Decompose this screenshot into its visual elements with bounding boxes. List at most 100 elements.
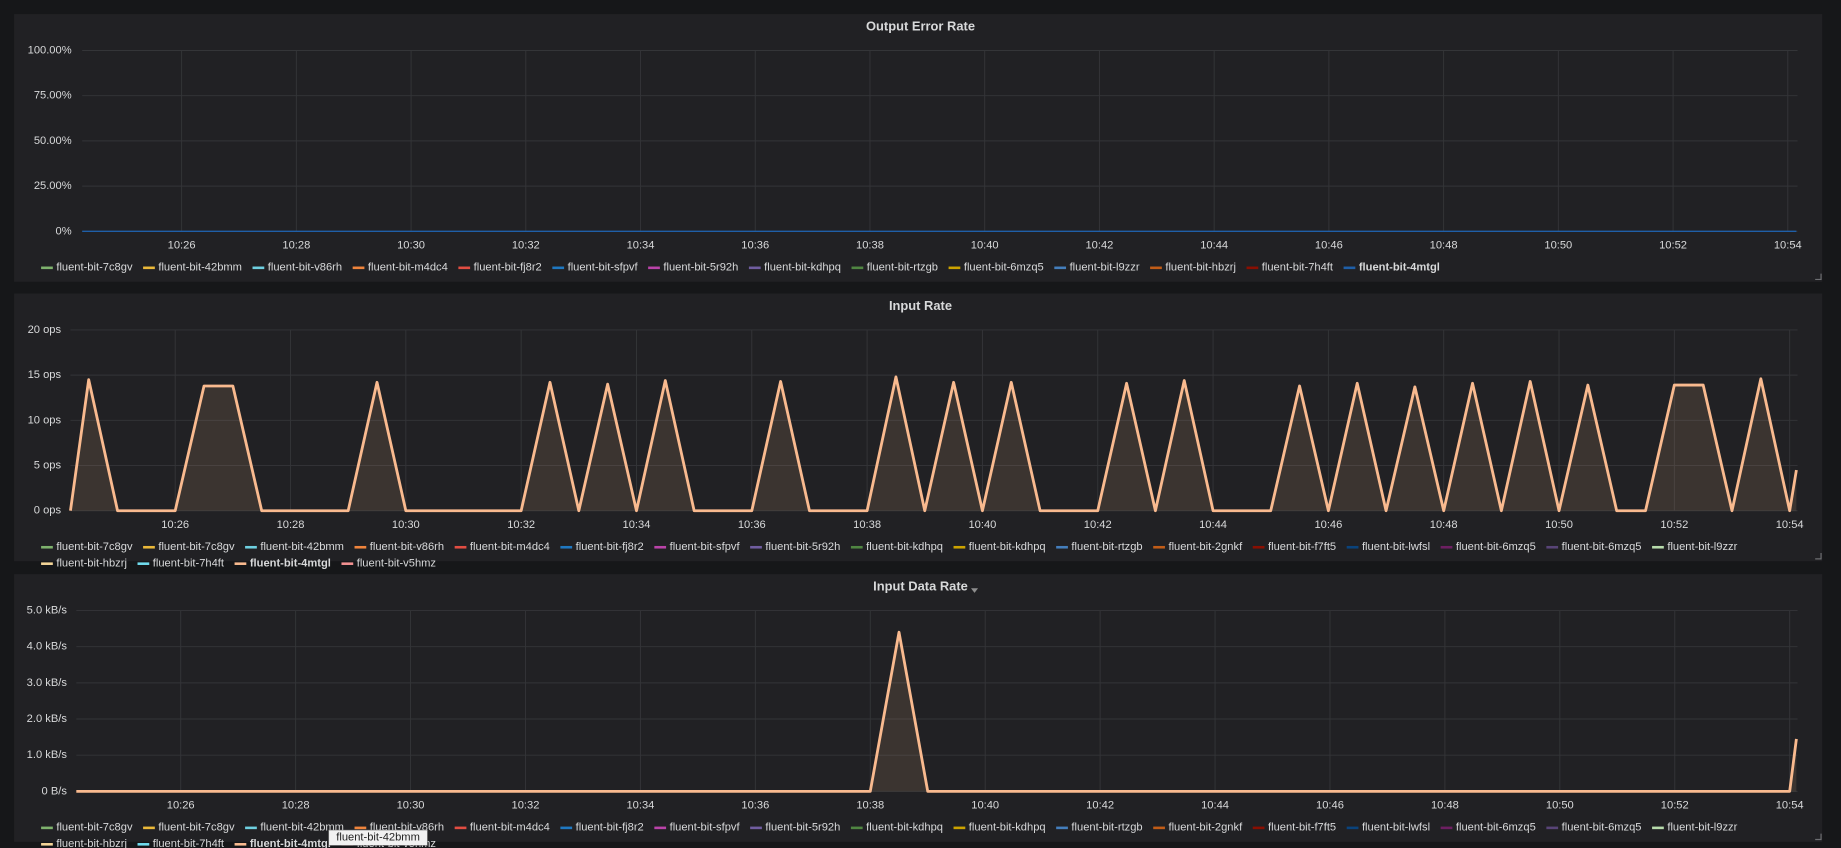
legend-label[interactable]: fluent-bit-v5hmz <box>357 558 437 570</box>
legend-item[interactable]: fluent-bit-hbzrj <box>1150 262 1236 274</box>
legend-label[interactable]: fluent-bit-l9zzr <box>1667 822 1737 834</box>
legend-label[interactable]: fluent-bit-7c8gv <box>56 541 133 553</box>
legend-label[interactable]: fluent-bit-sfpvf <box>670 541 741 553</box>
legend-swatch[interactable] <box>953 826 966 830</box>
legend-item[interactable]: fluent-bit-l9zzr <box>1054 262 1140 274</box>
legend-item[interactable]: fluent-bit-rtzgb <box>851 262 938 274</box>
legend-swatch[interactable] <box>137 562 150 565</box>
legend-label[interactable]: fluent-bit-kdhpq <box>764 262 841 274</box>
legend-item[interactable]: fluent-bit-42bmm <box>143 262 242 274</box>
legend-item[interactable]: fluent-bit-kdhpq <box>953 822 1046 834</box>
legend-swatch[interactable] <box>750 545 762 549</box>
legend-item[interactable]: fluent-bit-7c8gv <box>41 262 133 274</box>
legend-item[interactable]: fluent-bit-4mtgl <box>234 558 331 570</box>
legend-item[interactable]: fluent-bit-sfpvf <box>654 541 740 553</box>
legend-label[interactable]: fluent-bit-hbzrj <box>56 838 127 848</box>
legend-label[interactable]: fluent-bit-rtzgb <box>867 262 938 274</box>
legend-swatch[interactable] <box>354 545 367 549</box>
legend-swatch[interactable] <box>748 266 761 270</box>
legend-swatch[interactable] <box>1246 266 1259 270</box>
legend-swatch[interactable] <box>1054 266 1067 270</box>
legend-swatch[interactable] <box>560 545 573 549</box>
legend-swatch[interactable] <box>1056 826 1068 830</box>
legend-label[interactable]: fluent-bit-7c8gv <box>56 822 133 834</box>
legend-label[interactable]: fluent-bit-4mtgl <box>250 838 331 848</box>
legend-item[interactable]: fluent-bit-sfpvf <box>654 822 740 834</box>
legend-label[interactable]: fluent-bit-m4dc4 <box>368 262 448 274</box>
legend-swatch[interactable] <box>1346 545 1359 549</box>
legend-swatch[interactable] <box>41 562 53 565</box>
legend-label[interactable]: fluent-bit-rtzgb <box>1071 822 1142 834</box>
legend-swatch[interactable] <box>454 826 467 830</box>
legend-swatch[interactable] <box>1252 826 1265 830</box>
legend-swatch[interactable] <box>1153 545 1165 549</box>
legend-swatch[interactable] <box>560 826 573 830</box>
panel-title[interactable]: Output Error Rate <box>866 18 975 33</box>
legend-swatch[interactable] <box>654 826 667 830</box>
legend-item[interactable]: fluent-bit-4mtgl <box>234 838 331 848</box>
legend-swatch[interactable] <box>1652 545 1664 549</box>
legend-label[interactable]: fluent-bit-f7ft5 <box>1268 541 1336 553</box>
legend-swatch[interactable] <box>458 266 471 270</box>
legend-item[interactable]: fluent-bit-v86rh <box>252 262 343 274</box>
legend-item[interactable]: fluent-bit-6mzq5 <box>948 262 1044 274</box>
legend-swatch[interactable] <box>354 826 367 830</box>
legend-swatch[interactable] <box>953 545 966 549</box>
legend-label[interactable]: fluent-bit-m4dc4 <box>470 822 550 834</box>
legend-label[interactable]: fluent-bit-6mzq5 <box>1562 541 1642 553</box>
legend-item[interactable]: fluent-bit-kdhpq <box>850 541 943 553</box>
legend-item[interactable]: fluent-bit-7c8gv <box>143 541 235 553</box>
legend-label[interactable]: fluent-bit-4mtgl <box>1359 262 1440 274</box>
legend-label[interactable]: fluent-bit-4mtgl <box>250 558 331 570</box>
resize-handle[interactable] <box>1815 833 1822 841</box>
legend-swatch[interactable] <box>143 545 155 549</box>
legend-item[interactable]: fluent-bit-7c8gv <box>143 822 235 834</box>
legend-item[interactable]: fluent-bit-f7ft5 <box>1252 822 1336 834</box>
legend-label[interactable]: fluent-bit-v86rh <box>370 541 444 553</box>
legend-swatch[interactable] <box>654 545 667 549</box>
legend-label[interactable]: fluent-bit-42bmm <box>260 822 344 834</box>
legend-label[interactable]: fluent-bit-f7ft5 <box>1268 822 1336 834</box>
legend-item[interactable]: fluent-bit-6mzq5 <box>1546 541 1642 553</box>
legend-label[interactable]: fluent-bit-6mzq5 <box>1456 822 1536 834</box>
legend-label[interactable]: fluent-bit-7h4ft <box>153 838 225 848</box>
legend-item[interactable]: fluent-bit-m4dc4 <box>352 262 448 274</box>
legend-item[interactable]: fluent-bit-l9zzr <box>1652 822 1738 834</box>
legend-item[interactable]: fluent-bit-l9zzr <box>1652 541 1738 553</box>
legend-item[interactable]: fluent-bit-rtzgb <box>1056 541 1143 553</box>
legend-swatch[interactable] <box>341 562 354 565</box>
legend-label[interactable]: fluent-bit-hbzrj <box>56 558 127 570</box>
panel-title[interactable]: Input Rate <box>889 298 952 313</box>
legend-swatch[interactable] <box>850 545 863 549</box>
legend-swatch[interactable] <box>143 826 155 830</box>
legend-swatch[interactable] <box>1346 826 1359 830</box>
legend-label[interactable]: fluent-bit-kdhpq <box>866 822 943 834</box>
legend-swatch[interactable] <box>1056 545 1068 549</box>
legend-label[interactable]: fluent-bit-fj8r2 <box>576 822 644 834</box>
legend-item[interactable]: fluent-bit-7c8gv <box>41 822 133 834</box>
legend-item[interactable]: fluent-bit-f7ft5 <box>1252 541 1336 553</box>
legend-item[interactable]: fluent-bit-kdhpq <box>953 541 1046 553</box>
legend-swatch[interactable] <box>1343 266 1356 270</box>
legend-item[interactable]: fluent-bit-6mzq5 <box>1440 541 1536 553</box>
legend-swatch[interactable] <box>245 826 257 830</box>
legend-label[interactable]: fluent-bit-5r92h <box>663 262 738 274</box>
legend-item[interactable]: fluent-bit-kdhpq <box>748 262 841 274</box>
legend-item[interactable]: fluent-bit-42bmm <box>245 822 344 834</box>
legend-label[interactable]: fluent-bit-5r92h <box>765 541 840 553</box>
legend-swatch[interactable] <box>137 843 150 846</box>
legend-item[interactable]: fluent-bit-42bmm <box>245 541 344 553</box>
legend-item[interactable]: fluent-bit-kdhpq <box>850 822 943 834</box>
legend-item[interactable]: fluent-bit-7h4ft <box>137 838 225 848</box>
legend-label[interactable]: fluent-bit-6mzq5 <box>1456 541 1536 553</box>
legend-label[interactable]: fluent-bit-7c8gv <box>158 822 235 834</box>
legend-item[interactable]: fluent-bit-5r92h <box>648 262 738 274</box>
legend-swatch[interactable] <box>948 266 961 270</box>
legend-item[interactable]: fluent-bit-7h4ft <box>137 558 225 570</box>
legend-label[interactable]: fluent-bit-lwfsl <box>1362 822 1430 834</box>
legend-label[interactable]: fluent-bit-kdhpq <box>866 541 943 553</box>
legend-label[interactable]: fluent-bit-l9zzr <box>1667 541 1737 553</box>
legend-label[interactable]: fluent-bit-7c8gv <box>158 541 235 553</box>
legend-label[interactable]: fluent-bit-m4dc4 <box>470 541 550 553</box>
legend-swatch[interactable] <box>41 843 53 846</box>
